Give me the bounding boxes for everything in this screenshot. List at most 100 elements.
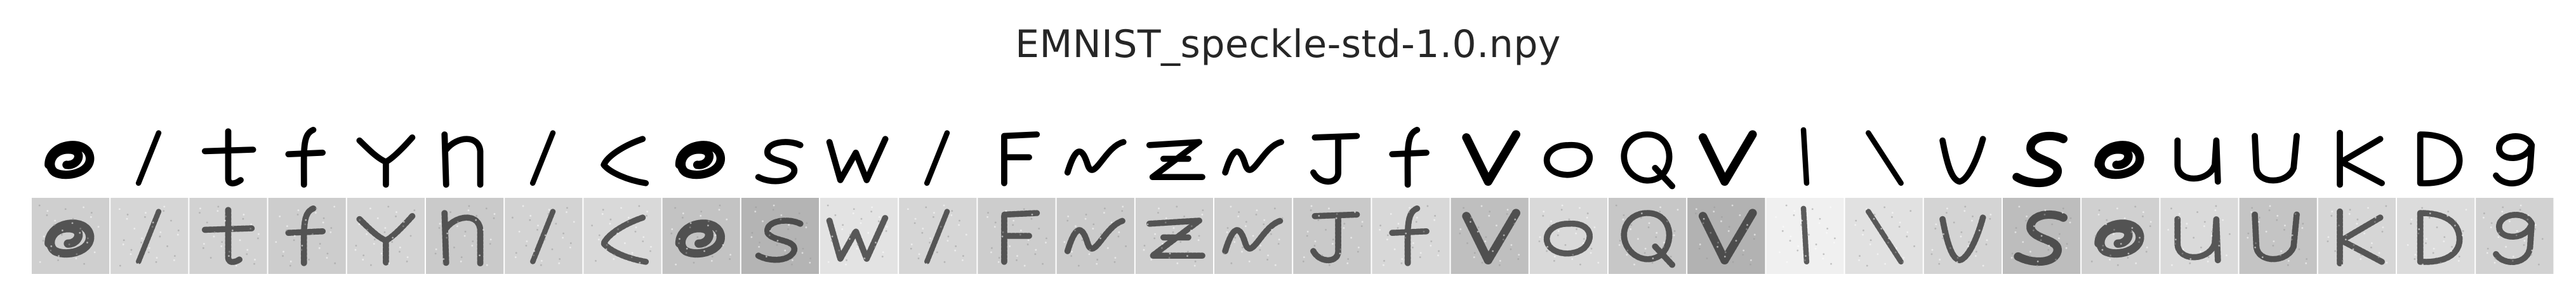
speckle-dot	[1042, 263, 1044, 265]
speckle-dot	[1698, 247, 1701, 250]
noisy-glyph	[1222, 217, 1284, 254]
speckle-dot	[253, 263, 255, 265]
speckle-dot	[2065, 247, 2068, 249]
speckle-dot	[145, 212, 147, 214]
speckle-dot	[2258, 216, 2261, 219]
speckle-dot	[1902, 261, 1904, 263]
speckle-dot	[1113, 261, 1116, 263]
speckle-dot	[2454, 220, 2457, 223]
speckle-dot	[714, 234, 717, 237]
speckle-dot	[2033, 225, 2035, 228]
noisy-glyph	[1543, 220, 1593, 257]
speckle-dot	[1469, 221, 1471, 223]
speckle-dot	[998, 257, 1000, 259]
speckle-dot	[1459, 228, 1462, 230]
speckle-dot	[2247, 237, 2249, 239]
speckle-dot	[71, 222, 74, 224]
noisy-sample-5	[347, 198, 425, 274]
speckle-dot	[1485, 236, 1487, 238]
speckle-dot	[1408, 211, 1410, 213]
clean-glyph	[1146, 139, 1205, 181]
speckle-dot	[1412, 246, 1414, 249]
speckle-dot	[2043, 214, 2046, 216]
speckle-dot	[90, 212, 93, 214]
speckle-dot	[2196, 211, 2198, 213]
speckle-dot	[849, 238, 851, 240]
speckle-dot	[595, 259, 597, 262]
speckle-dot	[2276, 214, 2279, 217]
speckle-dot	[460, 260, 462, 263]
speckle-dot	[446, 232, 449, 235]
speckle-dot	[395, 211, 397, 213]
speckle-dot	[2185, 227, 2188, 229]
speckle-dot	[1331, 243, 1334, 245]
speckle-dot	[2334, 250, 2337, 252]
speckle-dot	[1673, 234, 1675, 237]
speckle-dot	[1172, 231, 1174, 233]
speckle-dot	[1339, 252, 1341, 255]
clean-sample-22	[1687, 119, 1765, 195]
speckle-dot	[376, 217, 379, 219]
speckle-dot	[1230, 262, 1233, 264]
speckle-dot	[399, 246, 401, 249]
speckle-dot	[1430, 244, 1432, 247]
speckle-dot	[939, 226, 942, 228]
speckle-dot	[486, 264, 488, 266]
speckle-dot	[1143, 249, 1145, 251]
speckle-dot	[239, 239, 241, 242]
speckle-dot	[1887, 242, 1889, 243]
speckle-dot	[597, 238, 600, 241]
figure-title: EMNIST_speckle-std-1.0.npy	[1015, 22, 1561, 67]
speckle-dot	[1045, 242, 1047, 243]
speckle-dot	[314, 212, 317, 214]
speckle-dot	[206, 221, 208, 224]
speckle-dot	[646, 214, 648, 217]
speckle-dot	[2098, 209, 2101, 212]
speckle-dot	[75, 257, 77, 259]
speckle-dot	[2229, 233, 2231, 235]
speckle-dot	[1883, 206, 1886, 209]
speckle-dot	[1234, 237, 1237, 239]
noisy-sample-9	[662, 198, 740, 274]
speckle-dot	[1325, 229, 1327, 231]
speckle-dot	[2348, 213, 2351, 215]
noisy-sample-background	[32, 198, 110, 274]
speckle-dot	[1727, 230, 1730, 232]
speckle-dot	[1484, 240, 1487, 243]
speckle-dot	[1332, 238, 1334, 241]
speckle-dot	[384, 227, 387, 229]
speckle-dot	[2280, 254, 2282, 257]
speckle-dot	[678, 242, 680, 244]
clean-sample-16	[1214, 119, 1292, 195]
clean-glyph	[1222, 139, 1284, 176]
speckle-dot	[2059, 233, 2061, 235]
speckle-dot	[827, 261, 830, 263]
speckle-dot	[1804, 259, 1806, 261]
speckle-dot	[1826, 231, 1828, 234]
speckle-dot	[373, 238, 376, 241]
speckle-dot	[1913, 245, 1916, 247]
speckle-dot	[2378, 252, 2380, 254]
speckle-dot	[1347, 258, 1350, 260]
speckle-dot	[118, 208, 121, 211]
speckle-dot	[2174, 238, 2177, 241]
speckle-dot	[387, 205, 390, 208]
speckle-dot	[54, 219, 56, 222]
speckle-dot	[2029, 255, 2031, 257]
speckle-dot	[990, 251, 992, 254]
speckle-dot	[449, 211, 452, 213]
speckle-dot	[1622, 218, 1624, 221]
noisy-glyph	[924, 209, 950, 265]
clean-sample-5	[347, 119, 425, 195]
speckle-dot	[1498, 264, 1501, 266]
speckle-dot	[959, 219, 960, 222]
noisy-glyph	[2493, 212, 2535, 265]
speckle-dot	[649, 250, 651, 252]
speckle-dot	[467, 209, 470, 212]
noisy-sample-32	[2476, 198, 2554, 274]
clean-glyph	[529, 130, 556, 186]
speckle-dot	[152, 221, 154, 224]
speckle-dot	[1075, 225, 1077, 228]
speckle-dot	[768, 234, 771, 237]
